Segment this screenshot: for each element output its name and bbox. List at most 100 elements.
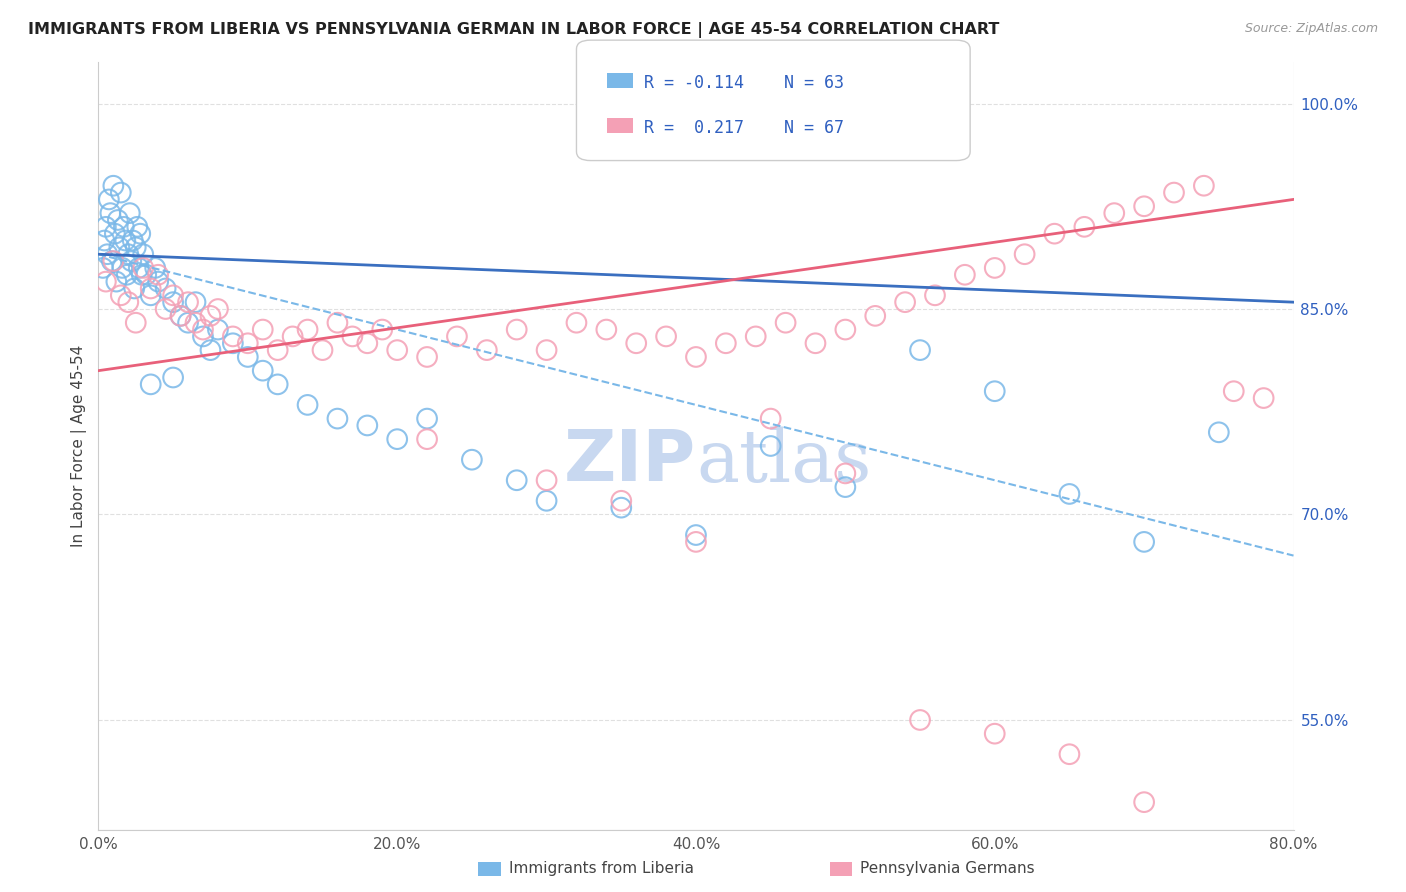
Point (536, 343, 558, 358)
Point (139, 281, 162, 295)
Point (155, 301, 177, 316)
Point (984, 384, 1007, 399)
Text: IMMIGRANTS FROM LIBERIA VS PENNSYLVANIA GERMAN IN LABOR FORCE | AGE 45-54 CORREL: IMMIGRANTS FROM LIBERIA VS PENNSYLVANIA … (28, 22, 1000, 38)
Point (834, 467, 856, 481)
Point (1133, 795, 1156, 809)
Point (759, 439, 782, 453)
Point (110, 288, 132, 302)
Text: R =  0.217    N = 67: R = 0.217 N = 67 (644, 119, 844, 136)
Point (626, 336, 648, 351)
Point (124, 281, 146, 295)
Point (177, 295, 200, 310)
Point (207, 301, 229, 316)
Point (103, 178, 125, 193)
Point (110, 186, 132, 200)
Point (114, 234, 136, 248)
Point (385, 432, 409, 446)
Point (1163, 186, 1185, 200)
Point (200, 343, 222, 358)
Point (111, 260, 134, 275)
Point (326, 316, 349, 330)
Point (97, 193, 120, 207)
Point (1133, 199, 1156, 213)
Point (222, 336, 245, 351)
Point (103, 254, 125, 268)
Point (685, 350, 707, 364)
Point (117, 295, 139, 310)
Point (162, 288, 184, 302)
Text: atlas: atlas (696, 426, 872, 497)
Point (162, 370, 184, 384)
Point (536, 473, 558, 487)
Point (506, 322, 529, 336)
Point (139, 288, 162, 302)
Point (112, 219, 135, 234)
Point (184, 295, 207, 310)
Point (311, 343, 333, 358)
Point (416, 432, 439, 446)
Point (610, 493, 633, 508)
Point (1073, 219, 1095, 234)
Point (610, 500, 633, 515)
Point (371, 322, 394, 336)
Point (127, 219, 149, 234)
Point (416, 411, 439, 425)
Point (101, 254, 124, 268)
Point (236, 336, 259, 351)
Point (326, 411, 349, 425)
Point (129, 227, 152, 241)
Point (191, 329, 214, 343)
Point (506, 473, 529, 487)
Point (446, 329, 468, 343)
Point (132, 260, 155, 275)
Point (804, 336, 827, 351)
Point (984, 260, 1007, 275)
Point (1014, 247, 1036, 261)
Point (107, 213, 129, 227)
Point (416, 350, 439, 364)
Point (148, 268, 170, 282)
Point (267, 377, 290, 392)
Point (281, 329, 304, 343)
Point (565, 316, 588, 330)
Point (267, 343, 290, 358)
Text: Pennsylvania Germans: Pennsylvania Germans (860, 862, 1035, 876)
Point (96, 247, 118, 261)
Point (139, 377, 162, 392)
Point (1059, 487, 1081, 501)
Text: R = -0.114    N = 63: R = -0.114 N = 63 (644, 74, 844, 92)
Point (108, 240, 131, 254)
Point (135, 268, 157, 282)
Point (94, 275, 117, 289)
Point (834, 322, 856, 336)
Point (200, 309, 222, 323)
Point (1253, 391, 1275, 405)
Point (143, 260, 166, 275)
Point (745, 329, 768, 343)
Point (924, 288, 946, 302)
Point (1223, 384, 1246, 399)
Point (131, 268, 153, 282)
Point (207, 322, 229, 336)
Point (1104, 206, 1126, 220)
Point (94, 219, 117, 234)
Point (342, 329, 364, 343)
Point (191, 322, 214, 336)
Point (120, 254, 142, 268)
Point (177, 316, 200, 330)
Point (1208, 425, 1230, 440)
Text: ZIP: ZIP (564, 427, 696, 496)
Point (93, 234, 115, 248)
Point (117, 247, 139, 261)
Point (297, 398, 319, 412)
Point (184, 316, 207, 330)
Point (908, 343, 931, 358)
Point (595, 322, 617, 336)
Point (222, 329, 245, 343)
Point (385, 343, 409, 358)
Point (162, 295, 184, 310)
Point (894, 295, 917, 310)
Point (125, 316, 148, 330)
Point (91, 260, 114, 275)
Point (169, 309, 191, 323)
